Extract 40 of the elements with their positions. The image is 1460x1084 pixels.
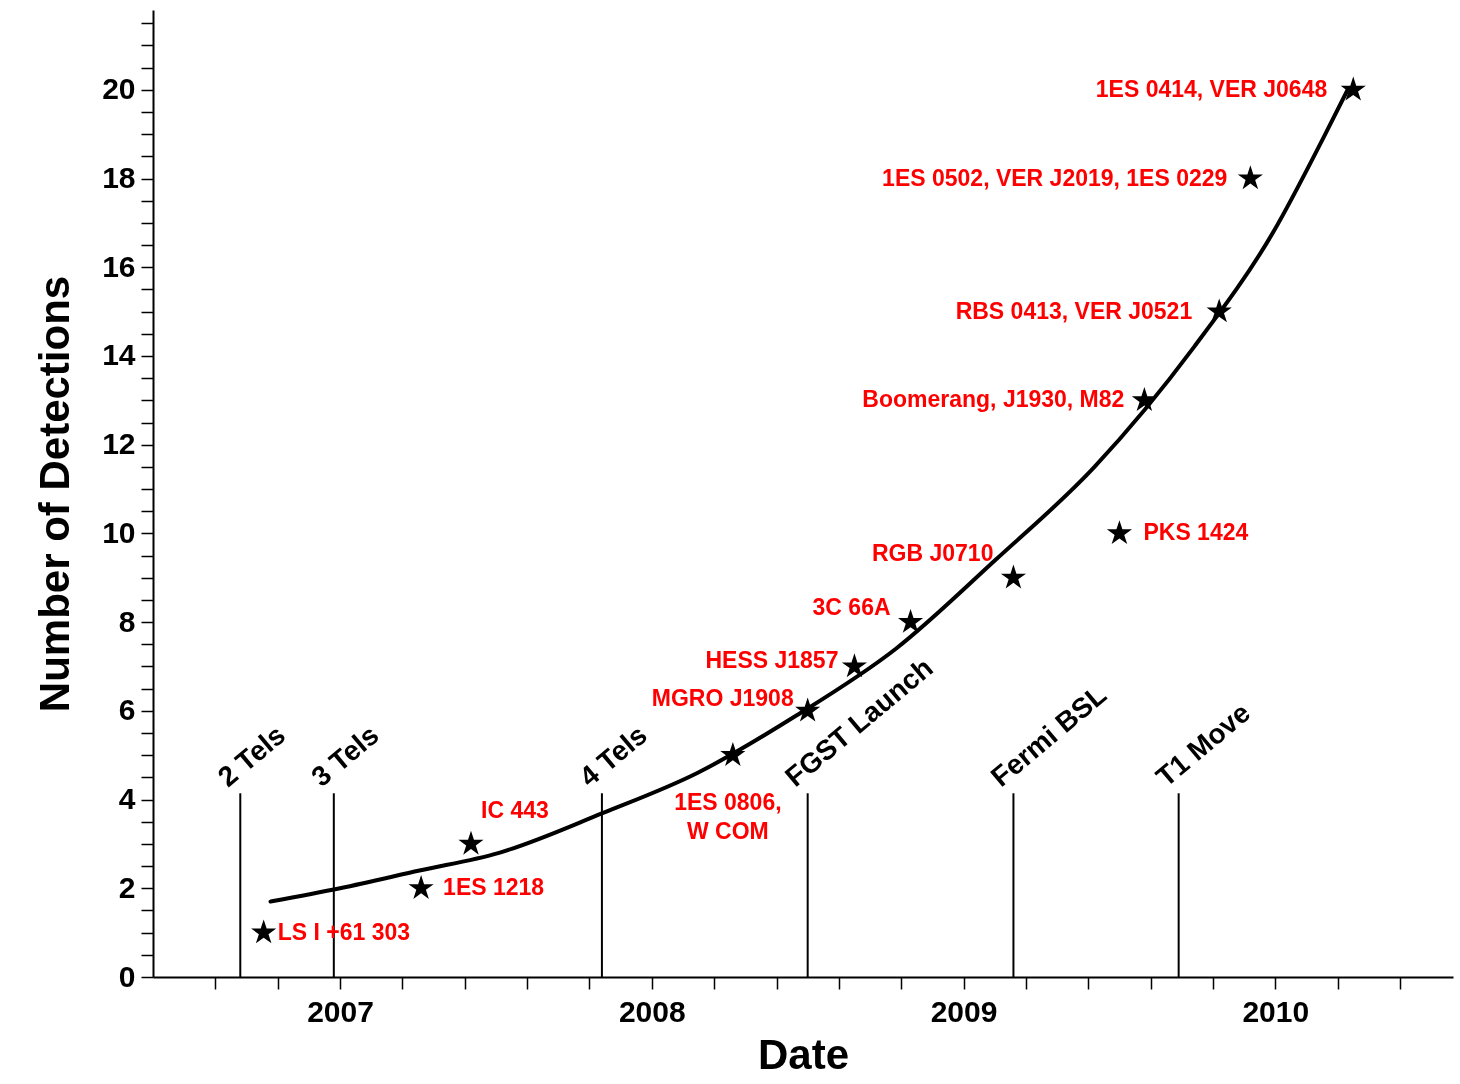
point bbox=[1000, 564, 1027, 589]
point bbox=[408, 875, 434, 899]
x-tick-label: 2007 bbox=[307, 994, 374, 1028]
annotation: MGRO J1908 bbox=[651, 684, 794, 711]
y-tick-label: 10 bbox=[102, 515, 136, 549]
x-tick-label: 2010 bbox=[1242, 994, 1310, 1028]
ref-line-label: 2 Tels bbox=[211, 719, 292, 793]
annotation: RGB J0710 bbox=[871, 539, 994, 566]
y-tick-label: 0 bbox=[118, 959, 136, 993]
point bbox=[897, 608, 924, 633]
annotation: 3C 66A bbox=[812, 594, 891, 621]
y-tick-label: 2 bbox=[118, 870, 136, 904]
annotation: PKS 1424 bbox=[1143, 519, 1249, 546]
annotation: RBS 0413, VER J0521 bbox=[955, 297, 1193, 324]
annotation: 1ES 0806, W COM bbox=[674, 789, 782, 845]
ref-line-label: 3 Tels bbox=[305, 719, 385, 793]
annotation: 1ES 0502, VER J2019, 1ES 0229 bbox=[882, 164, 1228, 191]
ref-line-label: 4 Tels bbox=[573, 719, 653, 793]
y-tick-label: 12 bbox=[102, 427, 136, 461]
y-tick-label: 16 bbox=[102, 249, 136, 283]
point bbox=[458, 830, 484, 855]
point bbox=[1237, 165, 1263, 190]
x-axis-title: Date bbox=[757, 1030, 850, 1078]
y-tick-label: 20 bbox=[102, 72, 136, 106]
y-tick-label: 6 bbox=[118, 693, 136, 727]
x-tick-label: 2009 bbox=[930, 994, 998, 1028]
y-axis-title: Number of Detections bbox=[31, 275, 79, 713]
annotation: 1ES 1218 bbox=[443, 874, 545, 901]
point bbox=[1106, 520, 1133, 545]
y-tick-label: 4 bbox=[118, 782, 136, 816]
annotation: IC 443 bbox=[480, 796, 549, 823]
annotation: HESS J1857 bbox=[705, 647, 839, 674]
annotation: 1ES 0414, VER J0648 bbox=[1095, 75, 1328, 102]
y-tick-label: 14 bbox=[102, 338, 136, 372]
x-tick-label: 2008 bbox=[618, 994, 686, 1028]
point bbox=[251, 919, 277, 944]
annotation: Boomerang, J1930, M82 bbox=[862, 386, 1125, 413]
y-tick-label: 8 bbox=[118, 604, 136, 638]
y-tick-label: 18 bbox=[102, 161, 136, 195]
point bbox=[1340, 76, 1366, 101]
